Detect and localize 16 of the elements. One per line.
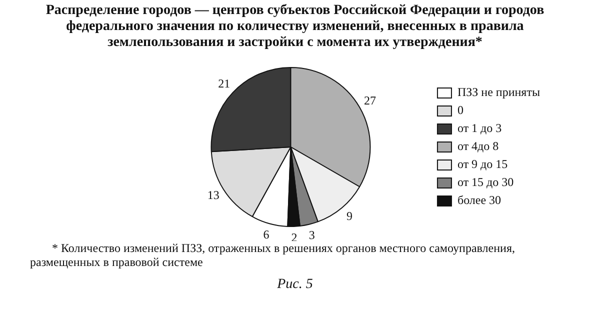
data-label: 13 bbox=[207, 188, 220, 202]
data-label: 6 bbox=[263, 227, 270, 242]
data-label: 3 bbox=[308, 228, 315, 242]
text: * Количество изменений ПЗЗ, отраженных в решениях органов местного самоуправления, размещенных в правовой системе bbox=[30, 241, 516, 269]
legend-label: от 4до 8 bbox=[457, 139, 499, 154]
legend-label: 0 bbox=[457, 103, 464, 118]
legend-label: от 15 до 30 bbox=[457, 175, 514, 190]
data-label: 27 bbox=[364, 93, 376, 108]
legend-label: ПЗЗ не приняты bbox=[457, 85, 540, 100]
data-label: 21 bbox=[218, 76, 230, 90]
data-label: 9 bbox=[346, 209, 353, 224]
chart-title: Распределение городов — центров субъектов Российской Федерации и городов федерального значения по количеству изменений, внесенных в правила землепользования и застройки с момента их утверждения* bbox=[44, 3, 546, 51]
legend-label: более 30 bbox=[457, 193, 502, 208]
legend-label: от 1 до 3 bbox=[457, 121, 502, 136]
text: Рис. 5 bbox=[276, 277, 314, 293]
legend-label: от 9 до 15 bbox=[457, 157, 508, 172]
